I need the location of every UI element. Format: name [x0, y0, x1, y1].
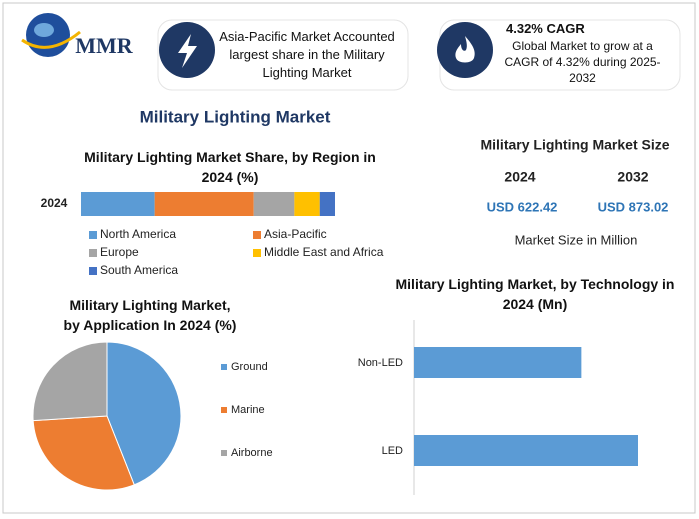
size-value: USD 873.02	[598, 199, 669, 214]
size-year: 2032	[617, 169, 648, 185]
legend-label: Middle East and Africa	[264, 245, 384, 259]
flame	[455, 36, 475, 63]
legend-swatch	[253, 231, 261, 239]
size-year: 2024	[504, 169, 535, 185]
logo-text: MMR	[75, 33, 134, 58]
highlight-text: Asia-Pacific Market Accounted largest sh…	[219, 29, 395, 80]
bar-segment	[319, 192, 335, 216]
legend-swatch	[89, 231, 97, 239]
pie-slice	[32, 415, 135, 491]
legend-label: Europe	[100, 245, 139, 259]
y-tick-label: 2024	[41, 196, 68, 210]
cagr-title: 4.32% CAGR	[506, 21, 585, 36]
size-title: Military Lighting Market Size	[480, 137, 669, 153]
bar-segment	[154, 192, 254, 216]
bar-segment	[294, 192, 320, 216]
legend-swatch	[221, 364, 227, 370]
legend-label: Ground	[231, 361, 268, 373]
y-tick-label: LED	[382, 445, 403, 457]
legend-label: Airborne	[231, 447, 273, 459]
legend-label: North America	[100, 227, 176, 241]
bar-segment	[81, 192, 155, 216]
bar-segment	[253, 192, 295, 216]
highlight-box	[157, 19, 409, 91]
size-note: Market Size in Million	[515, 232, 638, 247]
bar	[414, 347, 582, 378]
legend-swatch	[89, 267, 97, 275]
legend-swatch	[221, 407, 227, 413]
legend-swatch	[253, 249, 261, 257]
pie-slice	[32, 341, 108, 422]
pie-slice	[106, 341, 182, 486]
bar	[414, 435, 638, 466]
logo	[21, 13, 81, 57]
legend-label: Asia-Pacific	[264, 227, 327, 241]
cagr-text: Global Market to grow at a CAGR of 4.32%…	[504, 39, 661, 85]
bolt	[178, 34, 197, 68]
legend-swatch	[221, 450, 227, 456]
legend-swatch	[89, 249, 97, 257]
chart-title: Military Lighting Market Share, by Regio…	[84, 149, 376, 185]
y-tick-label: Non-LED	[358, 357, 403, 369]
size-value: USD 622.42	[487, 199, 558, 214]
legend-label: Marine	[231, 404, 265, 416]
chart-title: Military Lighting Market, by Application…	[63, 297, 237, 333]
flame-icon	[437, 22, 493, 78]
chart-title: Military Lighting Market, by Technology …	[395, 276, 675, 312]
main-title: Military Lighting Market	[140, 107, 331, 126]
legend-label: South America	[100, 263, 178, 277]
frame	[2, 2, 696, 514]
